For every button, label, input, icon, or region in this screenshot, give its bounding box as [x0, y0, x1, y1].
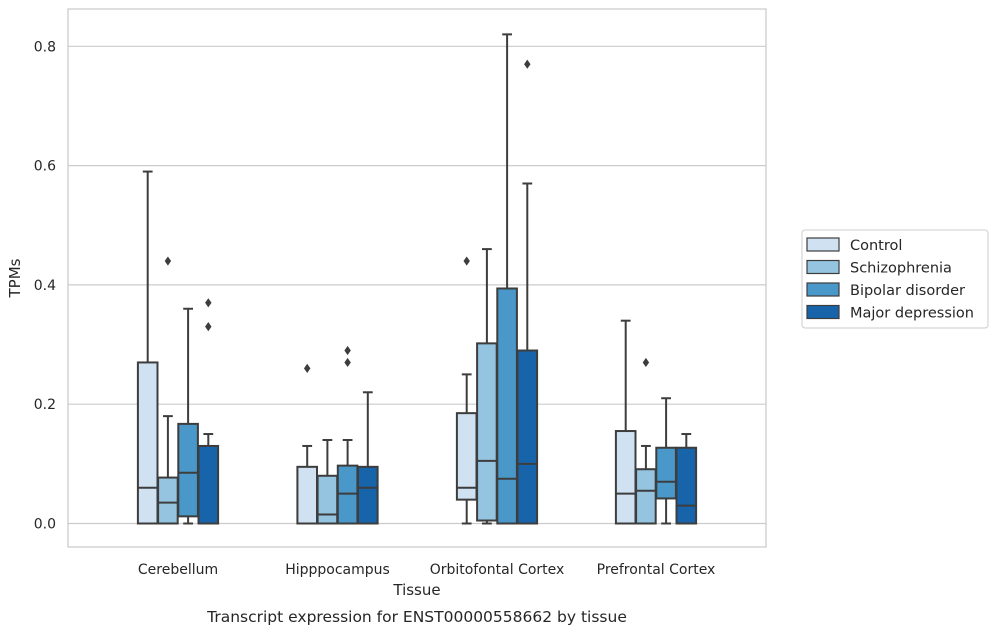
box-iqr — [516, 349, 539, 525]
box-iqr — [136, 361, 159, 525]
box-bipolar-disorder — [655, 397, 677, 525]
y-tick-label: 0.6 — [34, 159, 56, 175]
legend-label: Control — [850, 238, 902, 254]
box-major-depression — [675, 433, 698, 525]
box-iqr — [316, 474, 339, 525]
legend-swatch — [806, 282, 840, 297]
box-iqr — [197, 444, 220, 525]
box-iqr — [476, 342, 498, 522]
outlier-point — [463, 256, 470, 266]
legend-label: Bipolar disorder — [850, 283, 965, 299]
legend-item[interactable]: Control — [806, 237, 902, 254]
legend-label: Schizophrenia — [850, 261, 952, 277]
outlier-point — [205, 298, 212, 308]
box-iqr — [157, 476, 179, 525]
box-schizophrenia — [476, 248, 498, 525]
box-iqr — [655, 446, 677, 500]
box-control — [455, 256, 478, 525]
x-tick-label: Hipppocampus — [285, 562, 390, 578]
legend[interactable]: Control Schizophrenia Bipolar disorder Majo… — [801, 229, 989, 329]
legend-item[interactable]: Schizophrenia — [806, 259, 952, 277]
outlier-point — [344, 345, 351, 356]
box-major-depression — [516, 59, 539, 525]
legend-frame — [801, 229, 989, 329]
box-control — [614, 319, 637, 525]
x-tick-label: Orbitofontal Cortex — [430, 562, 565, 578]
y-tick-label: 0.4 — [34, 278, 56, 294]
box-iqr — [635, 468, 657, 525]
outlier-point — [303, 363, 311, 374]
chart-caption: Transcript expression for ENST0000055866… — [206, 608, 627, 626]
outlier-point — [344, 357, 351, 368]
box-major-depression — [357, 391, 379, 525]
box-control — [296, 363, 318, 525]
y-tick-labels: 0.0 0.2 0.4 0.6 0.8 — [34, 39, 56, 532]
legend-label: Major depression — [850, 306, 974, 322]
y-tick-label: 0.8 — [34, 39, 56, 55]
box-iqr — [177, 422, 199, 518]
box-bipolar-disorder — [496, 33, 518, 525]
x-tick-labels: Cerebellum Hipppocampus Orbitofontal Corte… — [138, 562, 715, 578]
box-control — [136, 170, 159, 525]
legend-swatch — [806, 259, 840, 275]
box-bipolar-disorder — [177, 307, 199, 525]
y-tick-label: 0.2 — [34, 397, 56, 413]
legend-swatch — [806, 304, 840, 320]
y-tick-label: 0.0 — [34, 517, 56, 533]
plot-frame — [67, 8, 767, 548]
x-tick-label: Prefrontal Cortex — [597, 562, 716, 578]
outlier-point — [642, 357, 650, 368]
outlier-point — [524, 59, 531, 69]
outlier-point — [205, 322, 212, 332]
box-bipolar-disorder — [336, 345, 359, 525]
box-iqr — [296, 465, 318, 525]
box-iqr — [357, 465, 379, 525]
box-iqr — [614, 430, 637, 525]
box-plot-area — [136, 33, 698, 525]
x-tick-label: Cerebellum — [138, 562, 218, 578]
box-iqr — [455, 412, 478, 501]
box-iqr — [496, 287, 518, 525]
legend-item[interactable]: Bipolar disorder — [806, 282, 965, 299]
legend-swatch — [806, 237, 840, 252]
box-schizophrenia — [157, 256, 179, 525]
y-axis-label: TPMs — [6, 258, 24, 298]
box-iqr — [675, 446, 698, 525]
x-axis-label: Tissue — [392, 581, 440, 599]
outlier-point — [164, 256, 172, 266]
box-schizophrenia — [635, 357, 657, 525]
legend-item[interactable]: Major depression — [806, 304, 974, 322]
box-major-depression — [197, 298, 220, 525]
box-schizophrenia — [316, 438, 339, 525]
